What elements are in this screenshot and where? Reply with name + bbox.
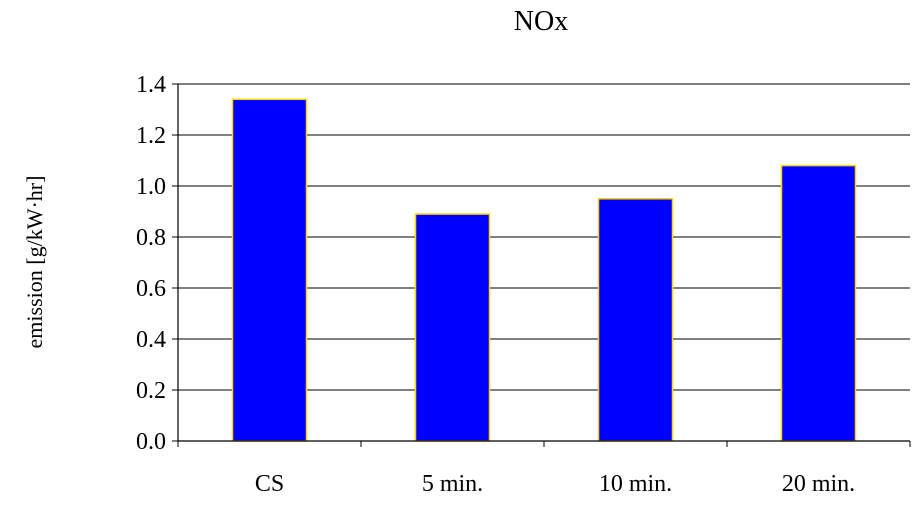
y-tick-label: 0.2 — [136, 378, 166, 404]
x-tick-label: 5 min. — [422, 471, 483, 497]
bar — [414, 213, 491, 442]
y-tick-labels: 0.0 0.2 0.4 0.6 0.8 1.0 1.2 1.4 — [136, 72, 166, 455]
y-tick-label: 0.0 — [136, 429, 166, 455]
bars — [231, 98, 857, 442]
y-tick-label: 0.6 — [136, 276, 166, 302]
x-tick-label: 10 min. — [599, 471, 672, 497]
y-tick-label: 0.4 — [136, 327, 166, 353]
x-tick-labels: CS 5 min. 10 min. 20 min. — [255, 471, 855, 497]
x-tick-label: 20 min. — [782, 471, 855, 497]
y-tick-label: 1.2 — [136, 123, 166, 149]
bar — [231, 98, 308, 442]
y-tick-label: 1.4 — [136, 72, 166, 98]
bar — [597, 198, 674, 442]
y-tick-label: 1.0 — [136, 174, 166, 200]
bar — [780, 164, 857, 442]
y-axis-label: emission [g/kW·hr] — [22, 176, 47, 349]
axes — [172, 83, 911, 447]
x-tick-label: CS — [255, 471, 284, 497]
y-tick-label: 0.8 — [136, 225, 166, 251]
chart-title: NOx — [514, 6, 568, 37]
